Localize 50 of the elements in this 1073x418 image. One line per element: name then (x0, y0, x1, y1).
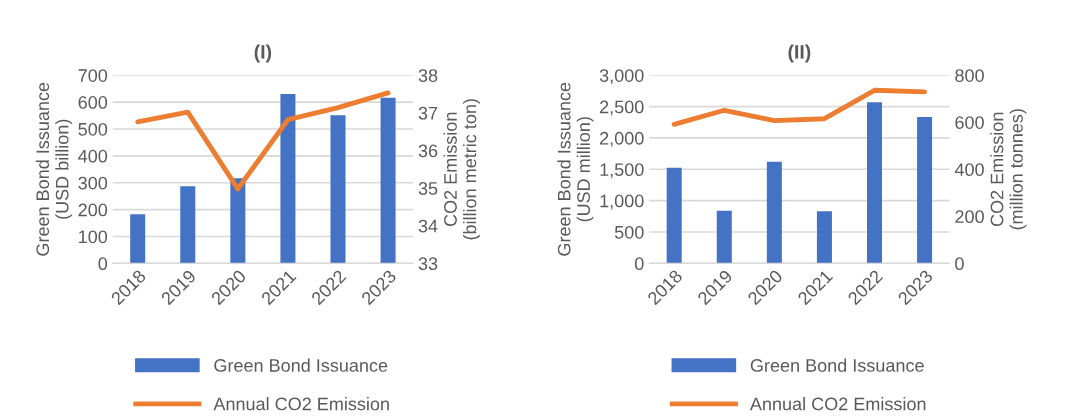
y2-tick-label: 0 (955, 257, 964, 271)
chart-title: (II) (788, 44, 811, 63)
y-tick-label: 0 (98, 257, 108, 271)
y-tick-label: 2,000 (600, 131, 644, 147)
y-tick-label: 500 (614, 225, 644, 239)
y2-tick-label: 34 (418, 219, 438, 233)
y-axis-title: Green Bond Issuance (USD billion) (35, 82, 73, 256)
bar (280, 94, 296, 264)
legend-label: Green Bond Issuance (214, 358, 388, 372)
legend-label: Annual CO2 Emission (213, 397, 389, 411)
legend-label: Green Bond Issuance (750, 358, 924, 372)
y-tick-label: 3,000 (599, 69, 644, 85)
bar (180, 186, 196, 264)
y2-axis-title: CO2 Emission (million tonnes) (990, 109, 1027, 230)
line-series (671, 87, 927, 127)
line-series (135, 90, 391, 192)
y-tick-label: 1,500 (600, 163, 644, 179)
y-tick-label: 1,000 (600, 194, 644, 210)
bar (866, 102, 883, 264)
y2-tick-label: 400 (954, 163, 984, 177)
y-tick-label: 700 (78, 69, 108, 82)
y-tick-label: 2,500 (600, 100, 644, 116)
y-tick-label: 300 (78, 176, 108, 190)
y2-tick-label: 800 (955, 69, 984, 82)
y2-tick-label: 600 (955, 116, 984, 129)
y2-axis-title: CO2 Emission (billion metric ton) (443, 99, 480, 240)
y-tick-label: 100 (79, 230, 108, 244)
y-tick-label: 0 (634, 257, 644, 271)
y-tick-label: 500 (78, 122, 108, 136)
bar (917, 117, 933, 264)
y-tick-label: 600 (78, 96, 108, 109)
bar (330, 115, 346, 264)
y2-tick-label: 38 (418, 69, 438, 82)
bar (716, 210, 732, 264)
bar (666, 167, 682, 264)
legend-label: Annual CO2 Emission (749, 397, 926, 411)
y2-tick-label: 37 (418, 106, 438, 120)
y2-tick-label: 36 (418, 144, 438, 158)
y2-tick-label: 35 (418, 182, 438, 195)
chart-title: (I) (254, 44, 272, 63)
bar (130, 214, 146, 264)
y2-tick-label: 200 (955, 210, 984, 224)
bar (380, 97, 396, 264)
y-tick-label: 200 (78, 203, 108, 217)
bar (230, 178, 246, 264)
y2-tick-label: 33 (418, 257, 438, 271)
y-tick-label: 400 (78, 149, 108, 163)
y-axis-title: Green Bond Issuance (USD million) (557, 82, 594, 256)
bar (816, 211, 832, 264)
bar (766, 161, 782, 264)
